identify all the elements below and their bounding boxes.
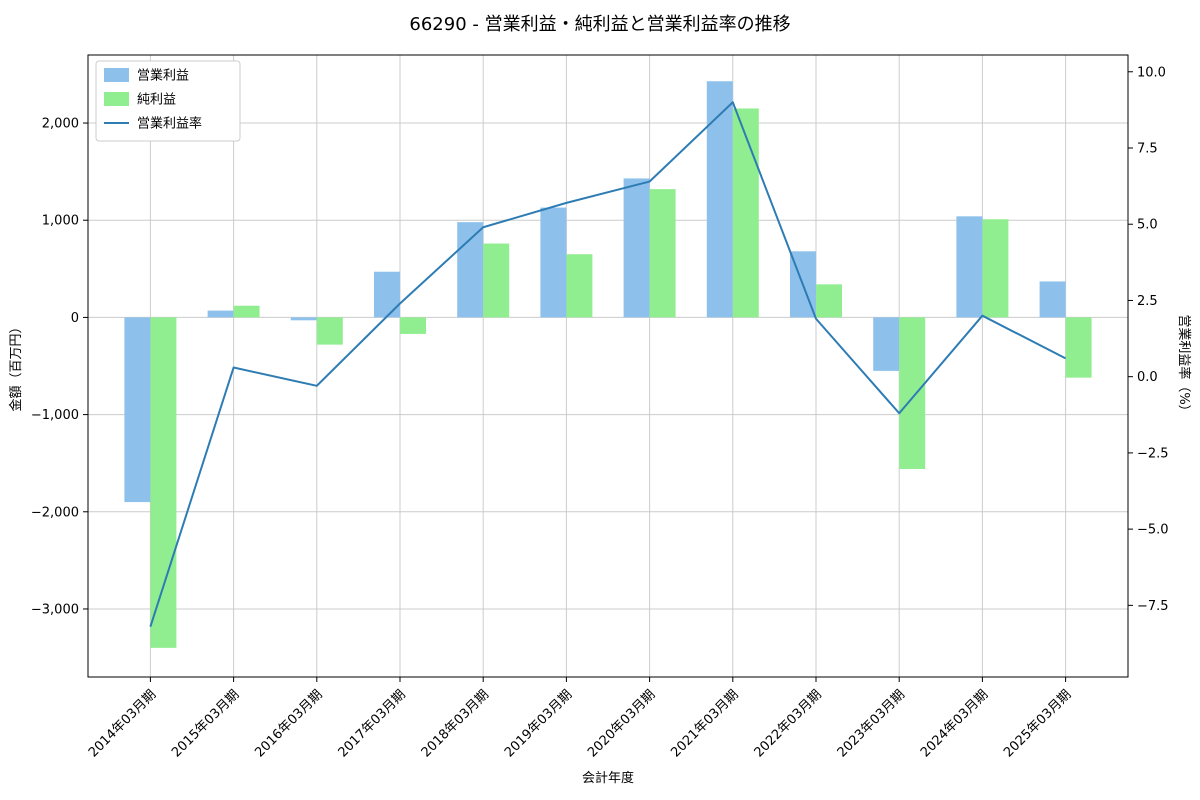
operating-margin-line bbox=[149, 101, 1067, 627]
right-axis-tick-label: 10.0 bbox=[1137, 65, 1166, 80]
net-income-bar bbox=[649, 189, 676, 318]
operating-income-bar bbox=[540, 207, 567, 318]
legend-swatch-operating-income bbox=[104, 68, 129, 82]
left-axis-title: 金額（百万円） bbox=[8, 320, 24, 411]
plot-border bbox=[87, 54, 1129, 678]
right-axis-tick-label: −2.5 bbox=[1137, 446, 1169, 461]
x-axis-tick-label: 2025年03月期 bbox=[1001, 687, 1074, 760]
x-axis-tick-label: 2014年03月期 bbox=[86, 687, 159, 760]
net-income-bar bbox=[1065, 317, 1092, 378]
x-axis-tick-label: 2015年03月期 bbox=[169, 687, 242, 760]
operating-income-bar bbox=[207, 310, 234, 318]
operating-income-bar bbox=[124, 317, 151, 503]
operating-income-bar bbox=[956, 216, 983, 318]
x-axis-tick-label: 2021年03月期 bbox=[668, 687, 741, 760]
operating-income-bar bbox=[1039, 281, 1066, 318]
legend-label-net-income: 純利益 bbox=[137, 93, 176, 108]
left-axis-tick-label: −3,000 bbox=[31, 602, 79, 617]
net-income-bar bbox=[732, 108, 759, 318]
net-income-bar bbox=[566, 254, 593, 318]
operating-income-bar bbox=[457, 222, 484, 318]
chart-title: 66290 - 営業利益・純利益と営業利益率の推移 bbox=[409, 14, 791, 35]
right-axis-tick-label: 5.0 bbox=[1137, 218, 1158, 233]
net-income-bar bbox=[816, 284, 842, 318]
legend-box bbox=[95, 60, 241, 142]
right-axis-tick-label: 7.5 bbox=[1137, 141, 1158, 156]
x-axis-tick-label: 2022年03月期 bbox=[752, 687, 825, 760]
operating-income-bar bbox=[374, 271, 400, 318]
net-income-bar bbox=[316, 317, 343, 345]
legend-label-operating-income: 営業利益 bbox=[137, 68, 189, 84]
net-income-bar bbox=[233, 305, 260, 318]
right-axis-tick-label: 0.0 bbox=[1137, 370, 1158, 385]
right-axis-tick-label: −5.0 bbox=[1137, 523, 1169, 538]
right-axis-tick-label: 2.5 bbox=[1137, 294, 1158, 309]
right-axis-tick-label: −7.5 bbox=[1137, 599, 1169, 614]
x-axis-title: 会計年度 bbox=[582, 770, 634, 786]
x-axis-tick-label: 2016年03月期 bbox=[252, 687, 325, 760]
net-income-bar bbox=[899, 317, 926, 470]
x-axis-tick-label: 2017年03月期 bbox=[336, 687, 409, 760]
left-axis-tick-label: 2,000 bbox=[42, 117, 79, 132]
left-axis-tick-label: −1,000 bbox=[31, 408, 79, 423]
operating-income-bar bbox=[623, 178, 650, 318]
operating-income-bar bbox=[290, 317, 317, 321]
operating-income-bar bbox=[873, 317, 900, 371]
x-axis-tick-label: 2019年03月期 bbox=[502, 687, 575, 760]
x-axis-tick-label: 2024年03月期 bbox=[918, 687, 991, 760]
left-axis-tick-label: −2,000 bbox=[31, 505, 79, 520]
x-axis-tick-label: 2018年03月期 bbox=[419, 687, 492, 760]
right-axis-title: 営業利益率（%） bbox=[1176, 314, 1192, 417]
legend-label-operating-margin: 営業利益率 bbox=[137, 116, 202, 132]
legend-swatch-net-income bbox=[104, 92, 129, 106]
net-income-bar bbox=[483, 243, 510, 318]
x-axis-tick-label: 2023年03月期 bbox=[835, 687, 908, 760]
net-income-bar bbox=[400, 317, 426, 334]
left-axis-tick-label: 1,000 bbox=[42, 214, 79, 229]
left-axis-tick-label: 0 bbox=[71, 311, 79, 326]
x-axis-tick-label: 2020年03月期 bbox=[585, 687, 658, 760]
net-income-bar bbox=[982, 219, 1009, 318]
operating-income-bar bbox=[706, 81, 733, 318]
net-income-bar bbox=[150, 317, 177, 648]
